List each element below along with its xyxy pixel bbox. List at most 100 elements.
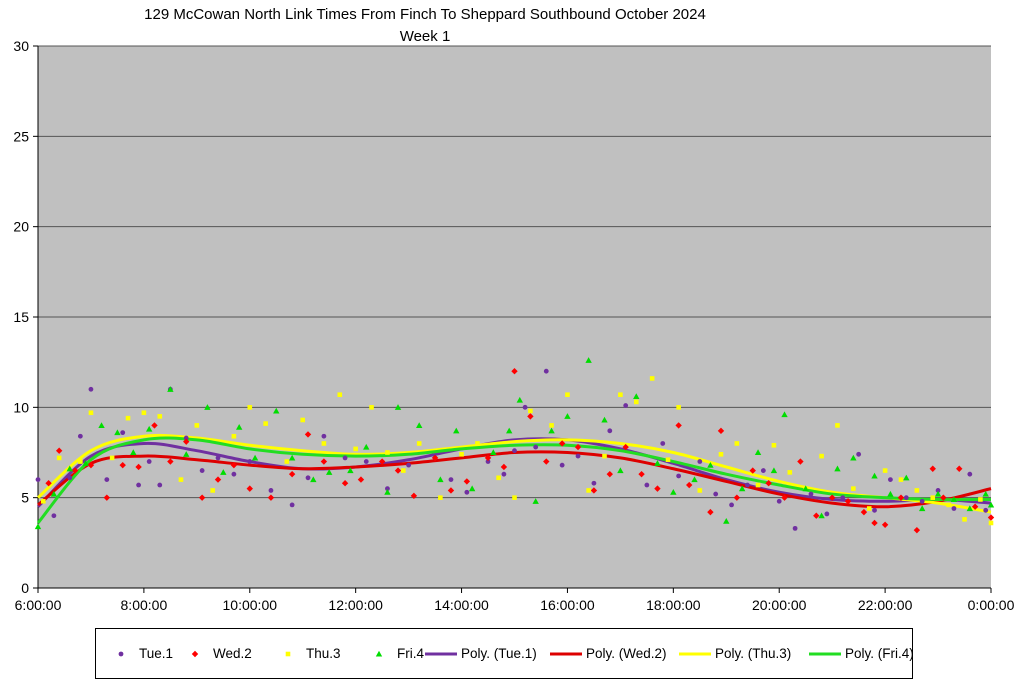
data-point: [601, 416, 608, 423]
data-point: [808, 491, 814, 497]
data-point: [718, 452, 724, 457]
data-point: [341, 480, 349, 487]
legend-item: Poly. (Thu.3): [678, 646, 791, 661]
data-point: [273, 407, 280, 414]
chart-subtitle: Week 1: [399, 28, 451, 45]
data-point: [263, 421, 268, 426]
data-point: [723, 517, 730, 524]
data-point: [971, 503, 979, 510]
data-point: [802, 485, 809, 492]
data-point: [956, 465, 963, 472]
data-point: [304, 431, 312, 438]
legend-item: Wed.2: [188, 646, 252, 661]
data-point: [157, 414, 163, 419]
data-point: [543, 458, 550, 465]
data-point: [384, 489, 391, 495]
data-point: [733, 494, 741, 501]
data-point: [575, 453, 581, 459]
data-point: [781, 411, 788, 418]
legend-marker: [118, 651, 124, 656]
data-point: [559, 462, 565, 468]
y-tick-label: 20: [13, 219, 29, 235]
data-point: [247, 459, 253, 464]
data-point: [623, 403, 629, 408]
data-point: [606, 470, 613, 478]
data-point: [357, 476, 365, 483]
data-point: [378, 458, 386, 465]
data-point: [871, 519, 878, 527]
data-point: [934, 490, 942, 497]
data-point: [267, 494, 275, 501]
trendline-poly-thu-3-: [37, 433, 992, 514]
legend-marker: [191, 650, 199, 657]
data-point: [675, 422, 682, 429]
data-point: [776, 498, 782, 504]
data-point: [119, 461, 126, 469]
data-point: [385, 450, 390, 455]
data-point: [781, 494, 788, 501]
data-point: [490, 449, 497, 456]
axes: 0 5 10 15 20 25 30 6:00:00 8:00:00 10:00:00 12:00:…: [13, 38, 1014, 613]
data-point: [167, 386, 174, 392]
data-point: [919, 498, 925, 504]
data-point: [590, 487, 598, 494]
data-point: [967, 471, 973, 477]
data-point: [983, 507, 989, 513]
legend-item: Poly. (Tue.1): [424, 646, 537, 661]
data-point: [120, 430, 126, 436]
data-point: [114, 429, 121, 436]
data-point: [713, 491, 719, 497]
data-point: [565, 392, 570, 397]
data-point: [913, 526, 921, 534]
data-point: [749, 467, 756, 474]
data-point: [353, 446, 358, 452]
data-point: [856, 451, 862, 457]
legend-swatch: [118, 651, 124, 656]
x-tick-label: 20:00:00: [752, 597, 807, 613]
data-point: [199, 468, 205, 473]
data-point: [109, 455, 115, 461]
legend-swatch: [191, 650, 199, 657]
data-point: [34, 523, 42, 530]
data-point: [771, 442, 777, 448]
data-point: [828, 494, 836, 501]
data-point: [363, 443, 370, 450]
legend-item: Poly. (Wed.2): [549, 646, 667, 661]
data-point: [734, 441, 740, 446]
legend-label: Wed.2: [213, 646, 252, 661]
series-fri-4: [34, 357, 995, 530]
data-point: [697, 459, 703, 464]
data-point: [929, 465, 936, 472]
data-point: [98, 422, 105, 428]
data-point: [528, 408, 533, 414]
data-point: [882, 468, 888, 473]
trendline-poly-fri-4-: [36, 436, 992, 524]
data-point: [834, 465, 841, 472]
data-point: [824, 511, 830, 517]
data-point: [966, 505, 974, 512]
legend-label: Poly. (Fri.4): [845, 646, 914, 661]
legend-label: Thu.3: [306, 646, 341, 661]
data-point: [247, 405, 253, 410]
data-point: [738, 485, 746, 492]
data-point: [289, 502, 295, 508]
data-point: [210, 488, 216, 493]
x-tick-label: 14:00:00: [434, 597, 489, 613]
data-point: [602, 453, 607, 459]
data-point: [533, 444, 539, 450]
data-point: [760, 468, 766, 473]
x-tick-label: 6:00:00: [15, 597, 62, 613]
data-point: [82, 460, 89, 466]
legend-swatch: [809, 652, 841, 655]
legend-swatch: [550, 652, 582, 655]
data-point: [463, 478, 471, 485]
data-point: [103, 494, 111, 501]
data-point: [745, 482, 750, 488]
data-point: [369, 405, 374, 410]
data-point: [591, 480, 597, 486]
data-point: [935, 488, 941, 493]
data-point: [87, 461, 95, 469]
legend-label: Poly. (Wed.2): [586, 646, 667, 661]
series-tue-1: [35, 368, 989, 531]
